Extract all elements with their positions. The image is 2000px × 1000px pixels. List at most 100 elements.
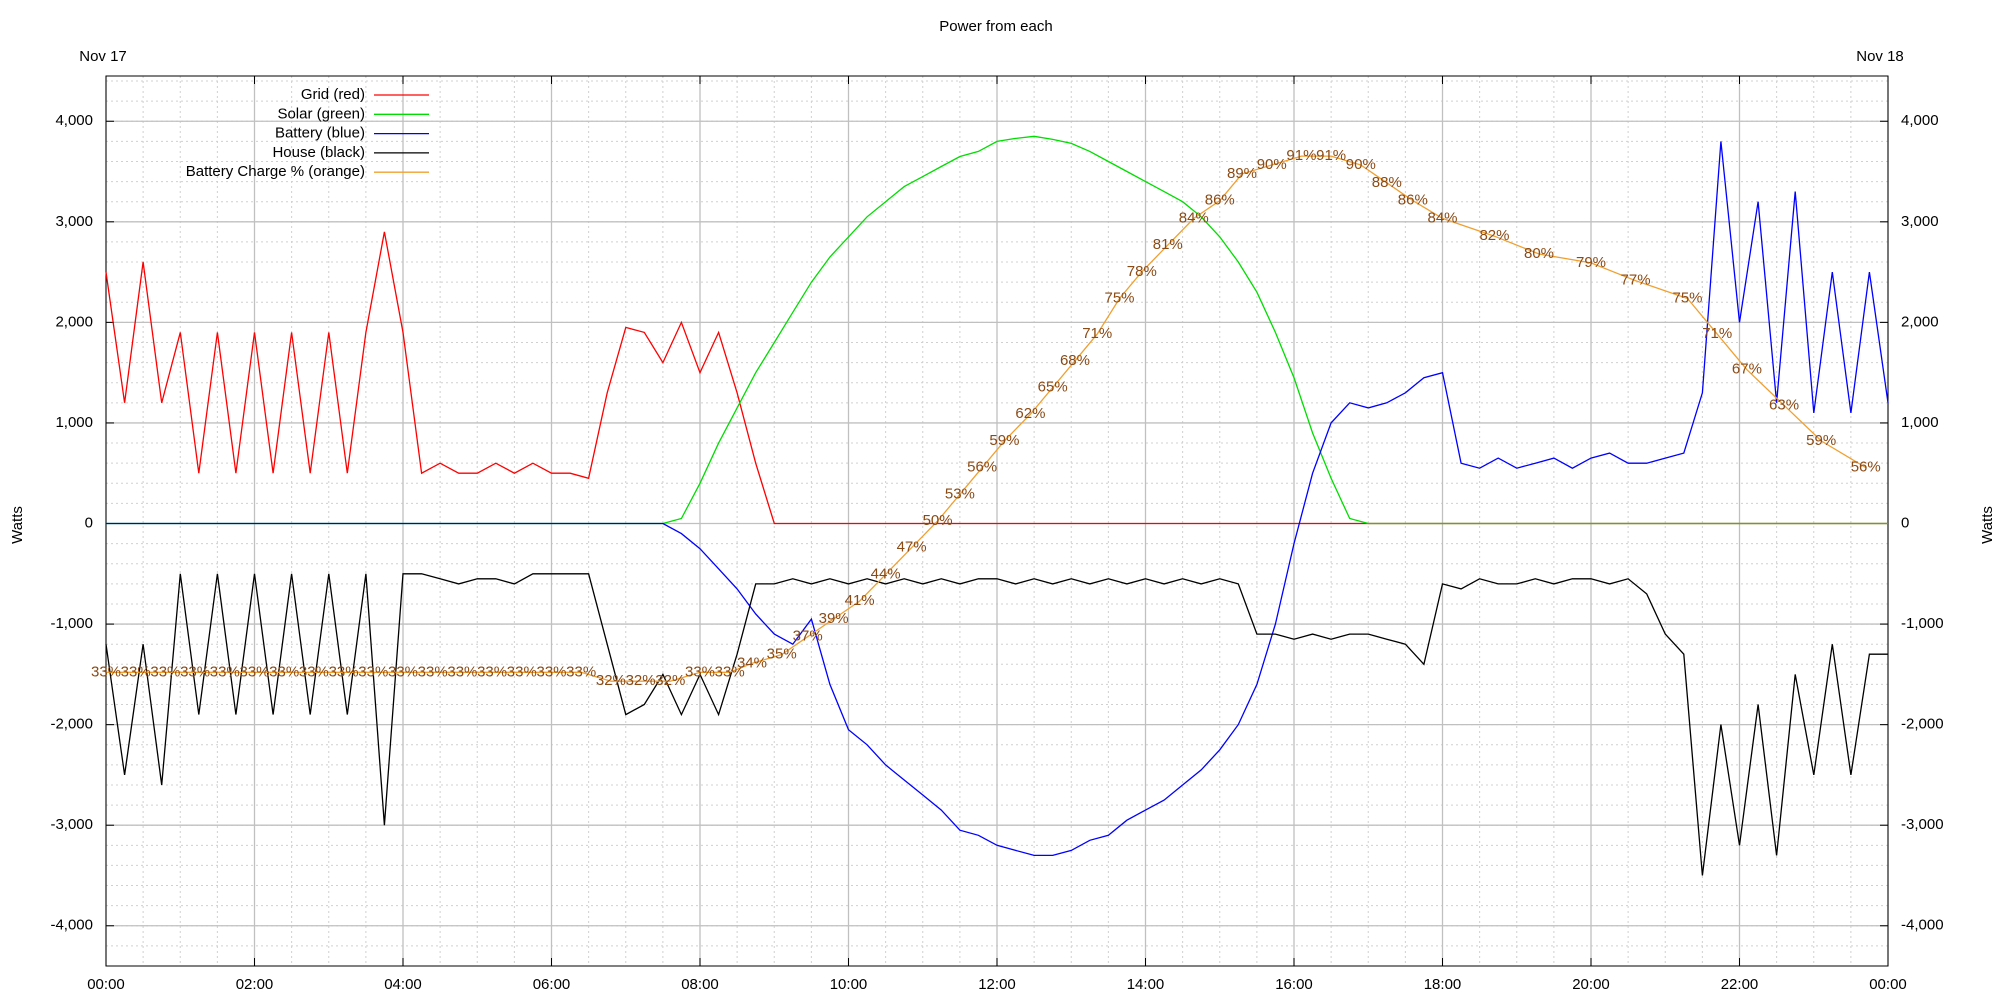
y-tick-label: 4,000 <box>55 112 93 129</box>
y2-tick-label: 3,000 <box>1901 213 1939 230</box>
legend-label: House (black) <box>272 144 365 161</box>
y-tick-label: 1,000 <box>55 414 93 431</box>
series-line <box>106 141 1889 857</box>
y2-tick-label: -2,000 <box>1901 716 1944 733</box>
data-label: 88% <box>1372 174 1402 191</box>
data-label: 67% <box>1732 361 1762 378</box>
data-label: 33% <box>715 663 745 680</box>
legend-label: Grid (red) <box>301 86 365 103</box>
data-label: 56% <box>1851 459 1881 476</box>
y-tick-label: 0 <box>85 514 93 531</box>
data-label: 33% <box>150 663 180 680</box>
data-label: 90% <box>1257 156 1287 173</box>
data-label: 91% <box>1316 147 1346 164</box>
data-label: 79% <box>1576 254 1606 271</box>
data-label: 33% <box>329 663 359 680</box>
grid <box>105 76 1889 967</box>
x-tick-label: 20:00 <box>1572 976 1610 993</box>
data-label: 47% <box>897 539 927 556</box>
x-tick-label: 16:00 <box>1275 976 1313 993</box>
data-label: 71% <box>1702 325 1732 342</box>
data-label: 44% <box>871 565 901 582</box>
data-label: 33% <box>210 663 240 680</box>
y2-tick-label: 1,000 <box>1901 414 1939 431</box>
data-label: 33% <box>269 663 299 680</box>
x-tick-label: 02:00 <box>236 976 274 993</box>
y-tick-label: 2,000 <box>55 313 93 330</box>
x-tick-label: 06:00 <box>533 976 571 993</box>
data-label: 35% <box>767 645 797 662</box>
x-tick-label: 12:00 <box>978 976 1016 993</box>
data-label: 37% <box>793 628 823 645</box>
start-date: Nov 17 <box>79 48 127 65</box>
end-date: Nov 18 <box>1856 48 1904 65</box>
x-tick-label: 22:00 <box>1721 976 1759 993</box>
data-label: 33% <box>477 663 507 680</box>
data-label: 82% <box>1479 227 1509 244</box>
data-label: 80% <box>1524 245 1554 262</box>
legend-label: Battery Charge % (orange) <box>186 163 365 180</box>
data-label: 86% <box>1398 192 1428 209</box>
x-tick-label: 04:00 <box>384 976 422 993</box>
y2-tick-label: 0 <box>1901 514 1909 531</box>
data-label: 89% <box>1227 165 1257 182</box>
legend-label: Solar (green) <box>277 105 365 122</box>
data-label: 84% <box>1179 209 1209 226</box>
data-label: 34% <box>737 654 767 671</box>
series-line <box>105 573 1888 876</box>
data-label: 59% <box>1806 432 1836 449</box>
data-label: 91% <box>1286 147 1316 164</box>
data-label: 53% <box>945 485 975 502</box>
chart-title: Power from each <box>939 18 1052 35</box>
x-tick-label: 10:00 <box>830 976 868 993</box>
series-line <box>106 155 1867 682</box>
plot-frame <box>105 75 1889 967</box>
data-label: 65% <box>1038 378 1068 395</box>
legend-label: Battery (blue) <box>275 125 365 142</box>
data-label: 32% <box>626 672 656 689</box>
data-label: 32% <box>596 672 626 689</box>
data-label: 33% <box>536 663 566 680</box>
data-label: 33% <box>358 663 388 680</box>
data-label: 33% <box>418 663 448 680</box>
data-label: 84% <box>1427 209 1457 226</box>
y-tick-label: 3,000 <box>55 213 93 230</box>
data-label: 56% <box>967 459 997 476</box>
y2-tick-label: -4,000 <box>1901 917 1944 934</box>
data-label: 33% <box>388 663 418 680</box>
y-axis-label: Watts <box>9 506 26 544</box>
y2-tick-label: 2,000 <box>1901 313 1939 330</box>
y2-tick-label: -1,000 <box>1901 615 1944 632</box>
data-label: 33% <box>507 663 537 680</box>
data-label: 33% <box>121 663 151 680</box>
y-tick-label: -1,000 <box>50 615 93 632</box>
data-label: 33% <box>239 663 269 680</box>
x-tick-label: 08:00 <box>681 976 719 993</box>
data-label: 33% <box>180 663 210 680</box>
data-label: 63% <box>1769 396 1799 413</box>
y-tick-label: -3,000 <box>50 816 93 833</box>
data-label: 68% <box>1060 352 1090 369</box>
x-tick-label: 18:00 <box>1424 976 1462 993</box>
data-label: 90% <box>1346 156 1376 173</box>
data-label: 86% <box>1205 192 1235 209</box>
x-tick-label: 00:00 <box>1869 976 1907 993</box>
data-label: 77% <box>1621 272 1651 289</box>
y2-tick-label: 4,000 <box>1901 112 1939 129</box>
data-label: 62% <box>1015 405 1045 422</box>
data-label: 39% <box>819 610 849 627</box>
y-tick-label: -4,000 <box>50 917 93 934</box>
data-label: 71% <box>1082 325 1112 342</box>
data-label: 33% <box>299 663 329 680</box>
data-label: 33% <box>447 663 477 680</box>
data-label: 32% <box>655 672 685 689</box>
y2-axis-label: Watts <box>1979 506 1996 544</box>
x-tick-label: 14:00 <box>1127 976 1165 993</box>
data-label: 78% <box>1127 263 1157 280</box>
y2-tick-label: -3,000 <box>1901 816 1944 833</box>
data-label: 50% <box>923 512 953 529</box>
data-label: 75% <box>1104 289 1134 306</box>
data-label: 75% <box>1673 289 1703 306</box>
data-label: 81% <box>1153 236 1183 253</box>
